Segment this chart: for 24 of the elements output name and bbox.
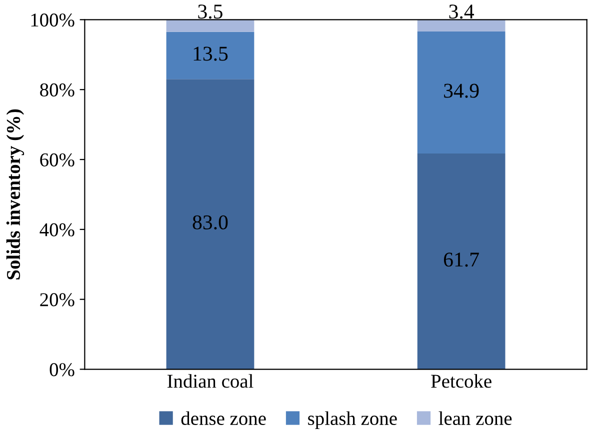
data-label: 83.0 <box>192 215 228 230</box>
y-tick-label: 20% <box>40 293 74 306</box>
bar <box>166 79 254 370</box>
bar <box>417 20 506 32</box>
bar <box>166 20 254 32</box>
y-tick-label: 80% <box>40 83 74 97</box>
x-tick-label: Petcoke <box>431 374 492 388</box>
bar <box>417 154 506 370</box>
legend-label: lean zone <box>438 411 512 426</box>
y-tick-label: 0% <box>50 363 74 376</box>
y-axis-title: Solids inventory (%) <box>6 109 24 280</box>
x-tick-label: Indian coal <box>167 374 254 388</box>
y-tick-label: 40% <box>40 223 74 236</box>
data-label: 34.9 <box>444 84 479 98</box>
data-label: 3.5 <box>198 4 222 19</box>
data-label: 3.4 <box>449 4 474 19</box>
data-label: 13.5 <box>194 46 228 61</box>
legend-label: splash zone <box>308 411 397 429</box>
bar <box>417 32 506 154</box>
y-tick-label: 60% <box>40 153 74 167</box>
legend-label: dense zone <box>181 411 266 426</box>
bar <box>166 32 254 80</box>
y-tick-label: 100% <box>31 13 74 27</box>
data-label: 61.7 <box>444 252 479 267</box>
